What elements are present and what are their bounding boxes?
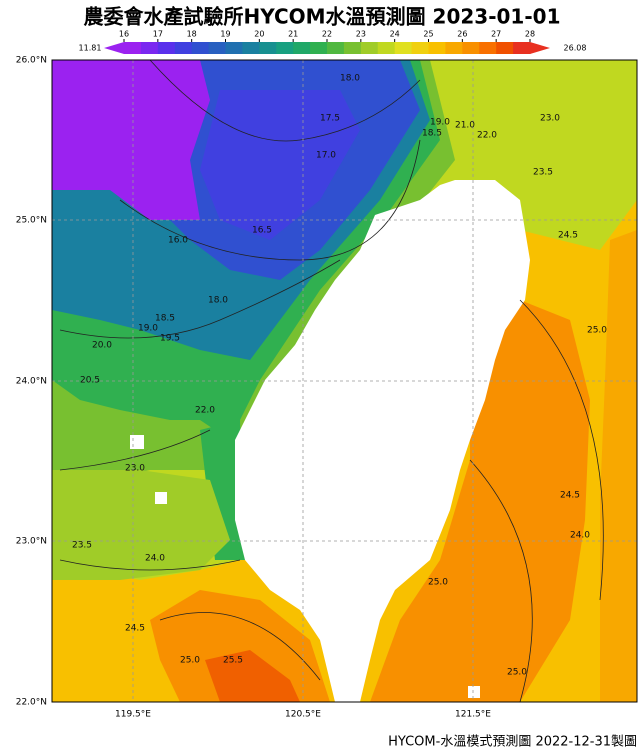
colorbar-max: 26.08	[564, 44, 587, 53]
lat-label: 25.0°N	[16, 216, 47, 226]
colorbar-segment	[394, 42, 413, 54]
colorbar-tick-label: 23	[356, 30, 366, 39]
contour-label: 23.0	[125, 464, 145, 474]
colorbar-segment	[208, 42, 226, 54]
colorbar-segment	[225, 42, 243, 54]
footer: HYCOM-水溫模式預測圖 2022-12-31製圖	[388, 735, 637, 750]
colorbar-segment	[259, 42, 277, 54]
contour-label: 19.0	[138, 324, 158, 334]
colorbar-tick-label: 22	[322, 30, 332, 39]
contour-label: 25.0	[180, 656, 200, 666]
colorbar-segment	[242, 42, 260, 54]
contour-label: 20.0	[92, 341, 112, 351]
contour-label: 24.5	[558, 231, 578, 241]
sst-field	[52, 60, 637, 702]
lat-label: 22.0°N	[16, 698, 47, 708]
colorbar-segment	[327, 42, 345, 54]
colorbar-segment	[411, 42, 429, 54]
contour-label: 24.5	[560, 491, 580, 501]
colorbar-segment	[428, 42, 446, 54]
contour-label: 17.0	[316, 151, 336, 161]
contour-label: 22.0	[477, 131, 497, 141]
colorbar-segment	[310, 42, 328, 54]
colorbar-segment	[479, 42, 497, 54]
colorbar-tick-label: 21	[288, 30, 298, 39]
contour-label: 19.0	[430, 118, 450, 128]
contour-label: 24.5	[125, 624, 145, 634]
colorbar: 16 17 18 19 20 21 22 23 24 25 26 27 28 11.81 26.08	[79, 30, 587, 54]
contour-label: 16.0	[168, 236, 188, 246]
colorbar-segment	[293, 42, 311, 54]
contour-label: 23.5	[72, 541, 92, 551]
lat-label: 24.0°N	[16, 377, 47, 387]
contour-label: 21.0	[455, 121, 475, 131]
contour-label: 25.5	[223, 656, 243, 666]
colorbar-tick-label: 26	[457, 30, 467, 39]
contour-label: 25.0	[428, 578, 448, 588]
lon-label: 121.5°E	[455, 710, 491, 720]
contour-label: 22.0	[195, 406, 215, 416]
colorbar-tick-label: 16	[119, 30, 129, 39]
contour-label: 20.5	[80, 376, 100, 386]
colorbar-tick-label: 17	[153, 30, 163, 39]
contour-label: 18.0	[340, 74, 360, 84]
colorbar-segment	[140, 42, 159, 54]
colorbar-segment	[124, 42, 142, 54]
colorbar-tick-label: 19	[220, 30, 230, 39]
colorbar-tick-label: 20	[254, 30, 264, 39]
contour-label: 23.5	[533, 168, 553, 178]
map-frame	[51, 59, 638, 703]
colorbar-segment	[343, 42, 362, 54]
contour-label: 25.0	[507, 668, 527, 678]
contour-label: 25.0	[587, 326, 607, 336]
colorbar-tick-label: 25	[423, 30, 433, 39]
contour-label: 23.0	[540, 114, 560, 124]
contour-label: 18.0	[208, 296, 228, 306]
title: 農委會水產試驗所HYCOM水溫預測圖 2023-01-01	[84, 5, 561, 29]
colorbar-arrow	[104, 42, 124, 54]
lon-label: 120.5°E	[285, 710, 321, 720]
colorbar-segment	[496, 42, 514, 54]
colorbar-tick-label: 28	[525, 30, 535, 39]
contour-label: 19.5	[160, 334, 180, 344]
colorbar-segment	[445, 42, 463, 54]
colorbar-segment	[377, 42, 396, 54]
colorbar-segment	[513, 42, 531, 54]
colorbar-tick-label: 27	[491, 30, 501, 39]
contour-label: 18.5	[422, 129, 442, 139]
colorbar-tick-label: 24	[390, 30, 400, 39]
lat-label: 23.0°N	[16, 537, 47, 547]
colorbar-segment	[157, 42, 176, 54]
contour-label: 24.0	[570, 531, 590, 541]
colorbar-segment	[462, 42, 480, 54]
lat-label: 26.0°N	[16, 56, 47, 66]
contour-label: 18.5	[155, 314, 175, 324]
colorbar-tick-label: 18	[187, 30, 197, 39]
colorbar-segment	[191, 42, 210, 54]
colorbar-segment	[174, 42, 193, 54]
colorbar-segment	[360, 42, 379, 54]
contour-label: 24.0	[145, 554, 165, 564]
colorbar-arrow	[530, 42, 550, 54]
colorbar-segment	[276, 42, 294, 54]
lon-label: 119.5°E	[115, 710, 151, 720]
contour-label: 17.5	[320, 114, 340, 124]
contour-label: 16.5	[252, 226, 272, 236]
colorbar-min: 11.81	[79, 44, 102, 53]
